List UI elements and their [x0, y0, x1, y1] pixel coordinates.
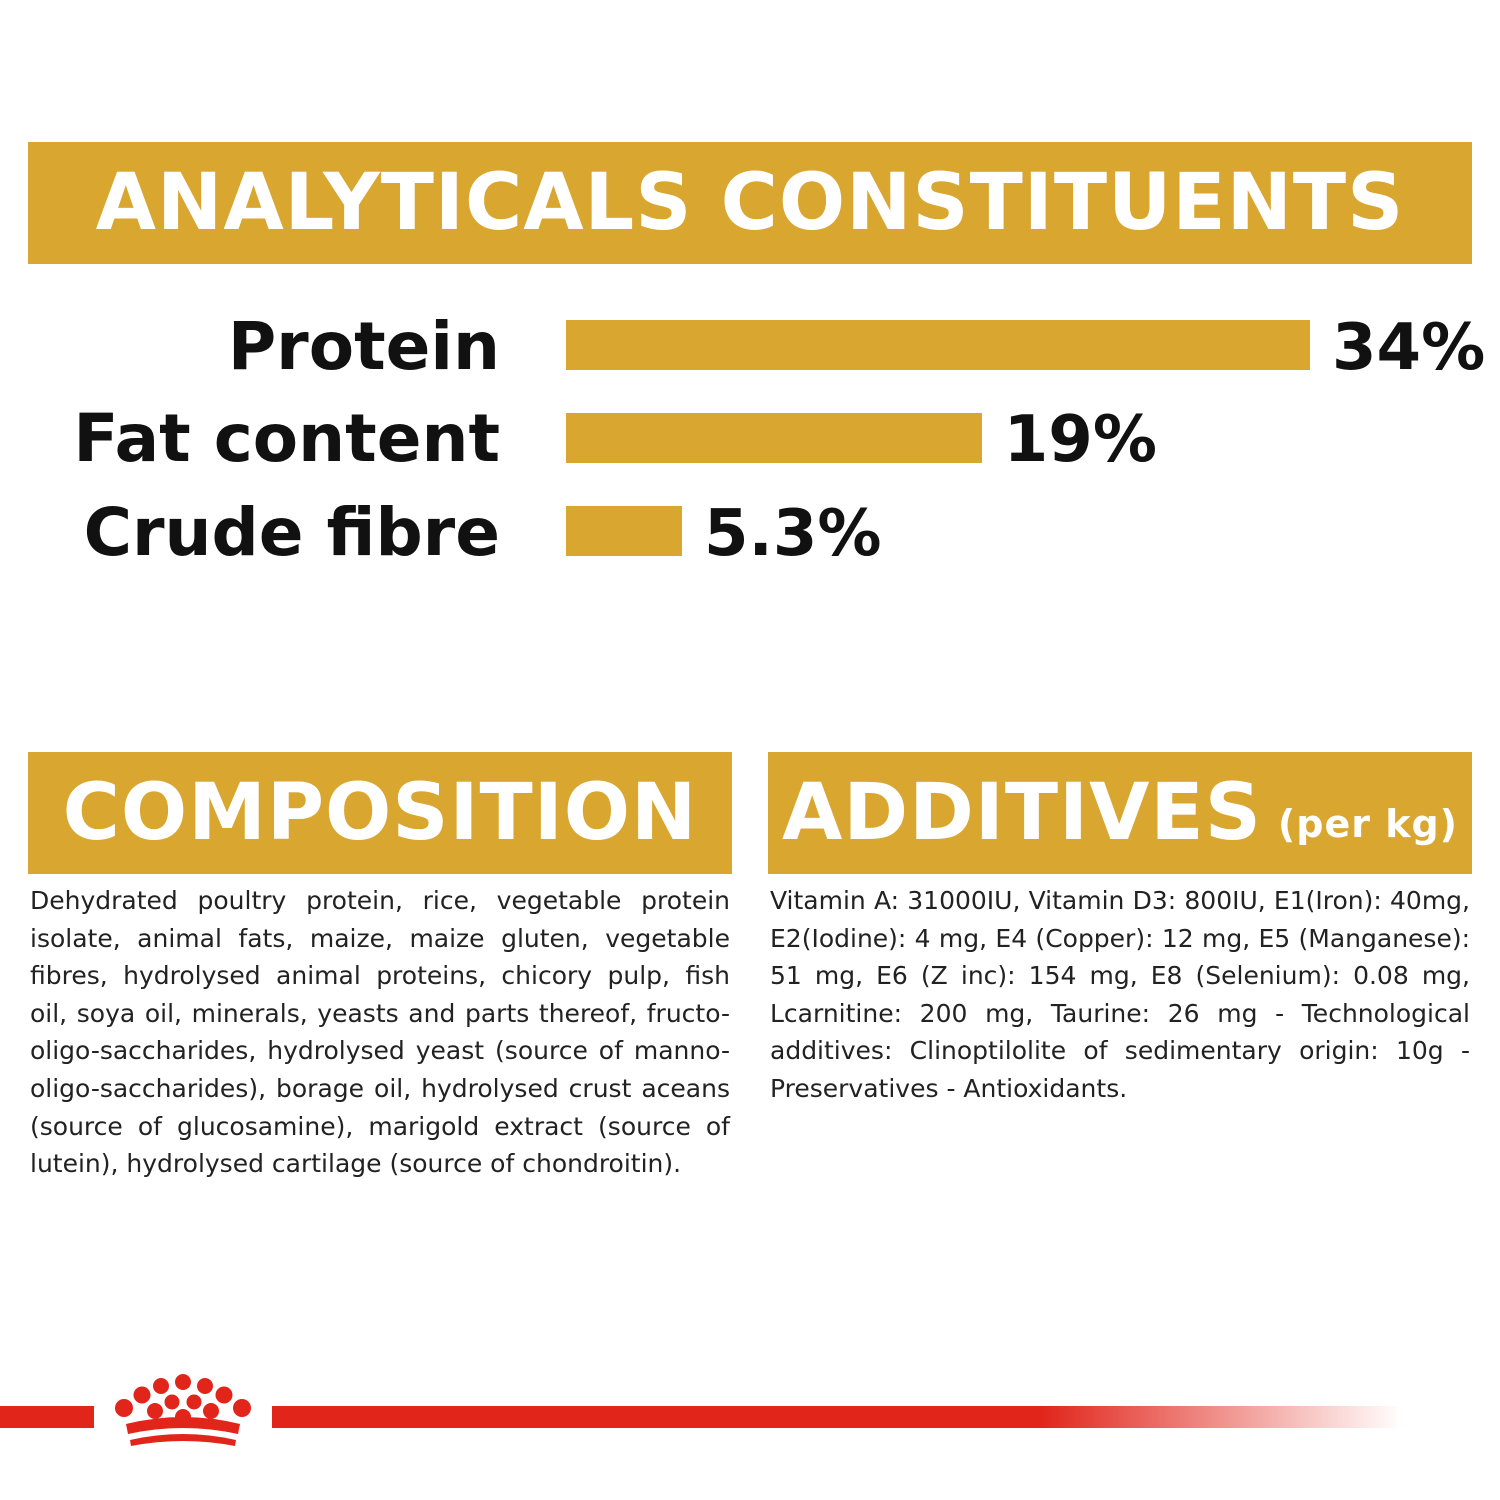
analytics-title: ANALYTICALS CONSTITUENTS: [95, 158, 1405, 248]
bar-fat-content: [566, 413, 982, 463]
bar-label-protein: Protein: [227, 308, 500, 385]
bar-value-crude-fibre: 5.3%: [703, 497, 882, 571]
additives-banner: ADDITIVES (per kg): [768, 752, 1472, 874]
bar-crude-fibre: [566, 506, 682, 556]
analytics-banner: ANALYTICALS CONSTITUENTS: [28, 142, 1472, 264]
additives-title: ADDITIVES: [781, 768, 1262, 858]
bar-value-fat-content: 19%: [1003, 403, 1157, 477]
royal-canin-crown-icon: [115, 1374, 251, 1446]
composition-title: COMPOSITION: [62, 768, 698, 858]
brand-line-left: [0, 1406, 94, 1428]
additives-text: Vitamin A: 31000IU, Vitamin D3: 800IU, E…: [770, 886, 1470, 1103]
composition-text: Dehydrated poultry protein, rice, vegeta…: [30, 886, 730, 1179]
brand-line-right: [272, 1406, 1402, 1428]
bar-label-crude-fibre: Crude fibre: [83, 494, 500, 571]
additives-subtitle: (per kg): [1277, 802, 1459, 846]
bar-value-protein: 34%: [1332, 311, 1486, 385]
bar-protein: [566, 320, 1310, 370]
composition-banner: COMPOSITION: [28, 752, 732, 874]
bar-label-fat-content: Fat content: [73, 400, 500, 477]
